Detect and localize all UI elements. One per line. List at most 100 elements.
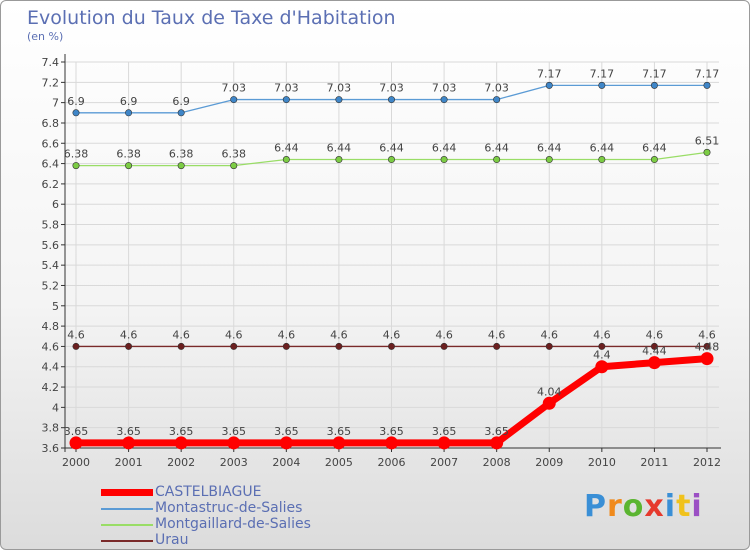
- data-point: [598, 156, 606, 164]
- y-tick-label: 5.8: [42, 219, 60, 232]
- data-label: 6.44: [642, 142, 667, 155]
- data-point: [72, 109, 80, 117]
- x-tick-label: 2012: [693, 456, 721, 469]
- data-point: [230, 96, 238, 104]
- y-tick-label: 4: [52, 401, 59, 414]
- data-label: 6.38: [222, 148, 247, 161]
- data-label: 6.51: [695, 134, 720, 147]
- x-tick-label: 2004: [272, 456, 300, 469]
- data-point: [493, 156, 501, 164]
- data-point: [385, 436, 398, 450]
- legend-item: Montastruc-de-Salies: [101, 500, 361, 517]
- data-point: [545, 342, 553, 350]
- data-point: [703, 81, 711, 89]
- proxiti-logo[interactable]: Proxiti: [584, 489, 703, 524]
- data-point: [703, 342, 711, 350]
- data-label: 3.65: [64, 425, 89, 438]
- data-point: [387, 342, 395, 350]
- data-label: 6.44: [484, 142, 509, 155]
- data-label: 4.48: [695, 341, 720, 354]
- data-point: [125, 109, 133, 117]
- data-label: 3.65: [484, 425, 509, 438]
- data-label: 7.17: [695, 67, 720, 80]
- data-point: [122, 436, 136, 450]
- data-label: 7.03: [222, 82, 247, 95]
- logo-letter: x: [644, 489, 665, 524]
- chart-title: Evolution du Taux de Taxe d'Habitation: [27, 7, 396, 29]
- data-label: 4.6: [120, 328, 138, 341]
- chart-subtitle: (en %): [27, 30, 64, 43]
- data-point: [440, 156, 448, 164]
- legend-label: CASTELBIAGUE: [155, 484, 262, 500]
- logo-letter: r: [607, 489, 623, 524]
- data-label: 4.6: [541, 328, 559, 341]
- logo-letter: t: [676, 489, 692, 524]
- data-point: [595, 360, 609, 374]
- data-label: 6.38: [116, 148, 141, 161]
- data-label: 6.44: [537, 142, 562, 155]
- legend-swatch: [101, 489, 153, 496]
- logo-letter: i: [664, 489, 677, 524]
- data-label: 4.6: [646, 328, 664, 341]
- data-label: 4.6: [488, 328, 506, 341]
- data-label: 4.6: [435, 328, 453, 341]
- data-label: 3.65: [169, 425, 194, 438]
- legend-label: Montgaillard-de-Salies: [155, 516, 311, 532]
- data-label: 7.17: [642, 67, 667, 80]
- x-tick-label: 2005: [325, 456, 353, 469]
- data-point: [282, 156, 290, 164]
- data-point: [335, 342, 343, 350]
- x-tick-label: 2007: [430, 456, 458, 469]
- data-point: [282, 342, 290, 350]
- x-tick-label: 2009: [535, 456, 563, 469]
- data-point: [650, 156, 658, 164]
- data-label: 4.4: [593, 349, 611, 362]
- data-point: [282, 96, 290, 104]
- y-tick-label: 6: [52, 198, 59, 211]
- data-point: [542, 396, 556, 410]
- data-label: 4.6: [67, 328, 85, 341]
- data-label: 7.17: [537, 67, 562, 80]
- data-label: 6.44: [327, 142, 352, 155]
- data-point: [545, 81, 553, 89]
- data-label: 6.9: [67, 95, 85, 108]
- legend-item: Montgaillard-de-Salies: [101, 516, 361, 533]
- data-label: 3.65: [379, 425, 404, 438]
- data-point: [69, 436, 83, 450]
- y-tick-label: 4.8: [42, 320, 60, 333]
- data-point: [437, 436, 451, 450]
- x-tick-label: 2011: [640, 456, 668, 469]
- data-point: [177, 109, 185, 117]
- data-label: 6.9: [120, 95, 138, 108]
- data-label: 6.44: [274, 142, 299, 155]
- x-tick-label: 2002: [167, 456, 195, 469]
- data-label: 3.65: [116, 425, 141, 438]
- data-label: 7.03: [327, 82, 352, 95]
- data-point: [72, 162, 80, 170]
- data-point: [174, 436, 188, 450]
- data-point: [387, 156, 395, 164]
- legend-label: Montastruc-de-Salies: [155, 500, 303, 516]
- data-point: [493, 96, 501, 104]
- data-point: [700, 352, 714, 366]
- data-point: [125, 342, 133, 350]
- data-point: [177, 162, 185, 170]
- data-point: [598, 81, 606, 89]
- data-label: 6.44: [590, 142, 615, 155]
- data-label: 4.6: [330, 328, 348, 341]
- data-point: [335, 96, 343, 104]
- data-point: [177, 342, 185, 350]
- y-tick-label: 6.6: [42, 137, 60, 150]
- y-tick-label: 7.4: [42, 56, 60, 69]
- data-label: 7.03: [274, 82, 299, 95]
- y-tick-label: 5.4: [42, 259, 60, 272]
- data-point: [387, 96, 395, 104]
- y-tick-label: 6.2: [42, 178, 60, 191]
- data-label: 4.6: [172, 328, 190, 341]
- y-tick-label: 7.2: [42, 76, 60, 89]
- data-label: 7.17: [590, 67, 615, 80]
- data-point: [650, 81, 658, 89]
- data-point: [490, 436, 504, 450]
- y-tick-label: 5: [52, 300, 59, 313]
- data-point: [230, 342, 238, 350]
